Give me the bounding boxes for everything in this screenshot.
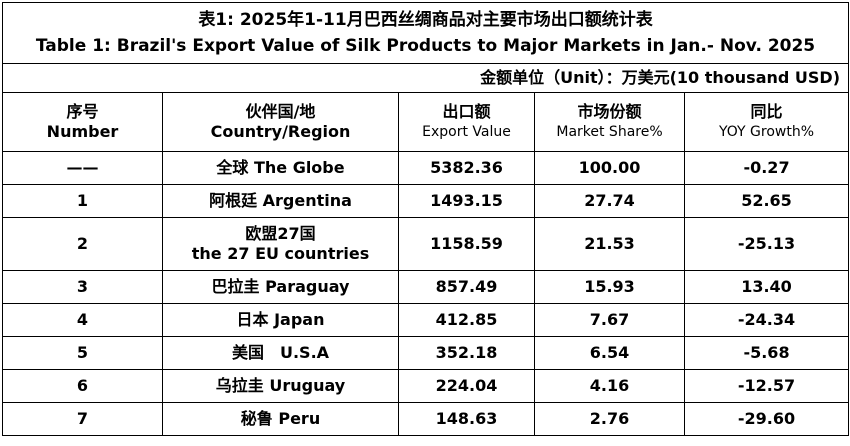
cell-country-line2: the 27 EU countries — [191, 244, 370, 263]
cell-share: 21.53 — [534, 217, 685, 271]
table-row: 7 秘鲁 Peru 148.63 2.76 -29.60 — [2, 402, 850, 436]
cell-yoy: 13.40 — [683, 270, 850, 304]
unit-row: 金额单位（Unit）：万美元(10 thousand USD) — [1, 63, 850, 93]
header-row: 序号 Number 伙伴国/地 Country/Region 出口额 Expor… — [2, 92, 850, 152]
cell-yoy: -0.27 — [683, 151, 850, 185]
cell-export: 148.63 — [398, 402, 535, 436]
cell-export: 412.85 — [398, 303, 535, 337]
cell-share: 27.74 — [534, 184, 685, 218]
table-title: 表1: 2025年1-11月巴西丝绸商品对主要市场出口额统计表 Table 1:… — [1, 2, 850, 64]
unit-label: 金额单位（Unit）：万美元(10 thousand USD) — [1, 63, 850, 93]
cell-yoy: -25.13 — [683, 217, 850, 271]
cell-yoy: -29.60 — [683, 402, 850, 436]
header-country: 伙伴国/地 Country/Region — [162, 92, 399, 152]
export-table: 表1: 2025年1-11月巴西丝绸商品对主要市场出口额统计表 Table 1:… — [1, 2, 850, 436]
cell-share: 7.67 — [534, 303, 685, 337]
table-row: 2 欧盟27国 the 27 EU countries 1158.59 21.5… — [2, 217, 850, 271]
table-row: 4 日本 Japan 412.85 7.67 -24.34 — [2, 303, 850, 337]
table-row: 1 阿根廷 Argentina 1493.15 27.74 52.65 — [2, 184, 850, 218]
cell-country-line1: 欧盟27国 — [245, 224, 316, 243]
cell-export: 224.04 — [398, 369, 535, 403]
header-number-cn: 序号 — [66, 102, 99, 121]
cell-share: 6.54 — [534, 336, 685, 370]
header-country-en: Country/Region — [210, 122, 351, 141]
cell-number: 4 — [2, 303, 163, 337]
cell-number: 2 — [2, 217, 163, 271]
cell-country: 秘鲁 Peru — [162, 402, 399, 436]
title-row: 表1: 2025年1-11月巴西丝绸商品对主要市场出口额统计表 Table 1:… — [1, 2, 850, 64]
cell-export: 1493.15 — [398, 184, 535, 218]
cell-share: 100.00 — [534, 151, 685, 185]
cell-number: —— — [2, 151, 163, 185]
cell-number: 3 — [2, 270, 163, 304]
cell-number: 5 — [2, 336, 163, 370]
header-share-cn: 市场份额 — [577, 102, 642, 121]
header-export-cn: 出口额 — [442, 102, 491, 121]
cell-country: 阿根廷 Argentina — [162, 184, 399, 218]
cell-export: 1158.59 — [398, 217, 535, 271]
cell-share: 2.76 — [534, 402, 685, 436]
cell-export: 352.18 — [398, 336, 535, 370]
cell-yoy: -5.68 — [683, 336, 850, 370]
cell-export: 5382.36 — [398, 151, 535, 185]
cell-number: 7 — [2, 402, 163, 436]
cell-share: 4.16 — [534, 369, 685, 403]
cell-country: 美国 U.S.A — [162, 336, 399, 370]
cell-country: 欧盟27国 the 27 EU countries — [162, 217, 399, 271]
cell-country: 全球 The Globe — [162, 151, 399, 185]
header-share-en: Market Share% — [556, 124, 663, 140]
title-en: Table 1: Brazil's Export Value of Silk P… — [35, 36, 816, 56]
cell-number: 1 — [2, 184, 163, 218]
cell-country: 日本 Japan — [162, 303, 399, 337]
header-number: 序号 Number — [2, 92, 163, 152]
table-row: 3 巴拉圭 Paraguay 857.49 15.93 13.40 — [2, 270, 850, 304]
cell-share: 15.93 — [534, 270, 685, 304]
header-share: 市场份额 Market Share% — [534, 92, 685, 152]
cell-export: 857.49 — [398, 270, 535, 304]
cell-yoy: -12.57 — [683, 369, 850, 403]
cell-country: 乌拉圭 Uruguay — [162, 369, 399, 403]
cell-yoy: 52.65 — [683, 184, 850, 218]
header-number-en: Number — [46, 122, 119, 141]
cell-yoy: -24.34 — [683, 303, 850, 337]
table-row: —— 全球 The Globe 5382.36 100.00 -0.27 — [2, 151, 850, 185]
header-country-cn: 伙伴国/地 — [245, 102, 316, 121]
title-cn: 表1: 2025年1-11月巴西丝绸商品对主要市场出口额统计表 — [198, 10, 653, 30]
cell-country: 巴拉圭 Paraguay — [162, 270, 399, 304]
table-row: 6 乌拉圭 Uruguay 224.04 4.16 -12.57 — [2, 369, 850, 403]
cell-number: 6 — [2, 369, 163, 403]
header-export-en: Export Value — [422, 124, 511, 140]
header-export: 出口额 Export Value — [398, 92, 535, 152]
table-row: 5 美国 U.S.A 352.18 6.54 -5.68 — [2, 336, 850, 370]
header-yoy: 同比 YOY Growth% — [683, 92, 850, 152]
header-yoy-cn: 同比 — [750, 102, 783, 121]
header-yoy-en: YOY Growth% — [719, 124, 815, 140]
